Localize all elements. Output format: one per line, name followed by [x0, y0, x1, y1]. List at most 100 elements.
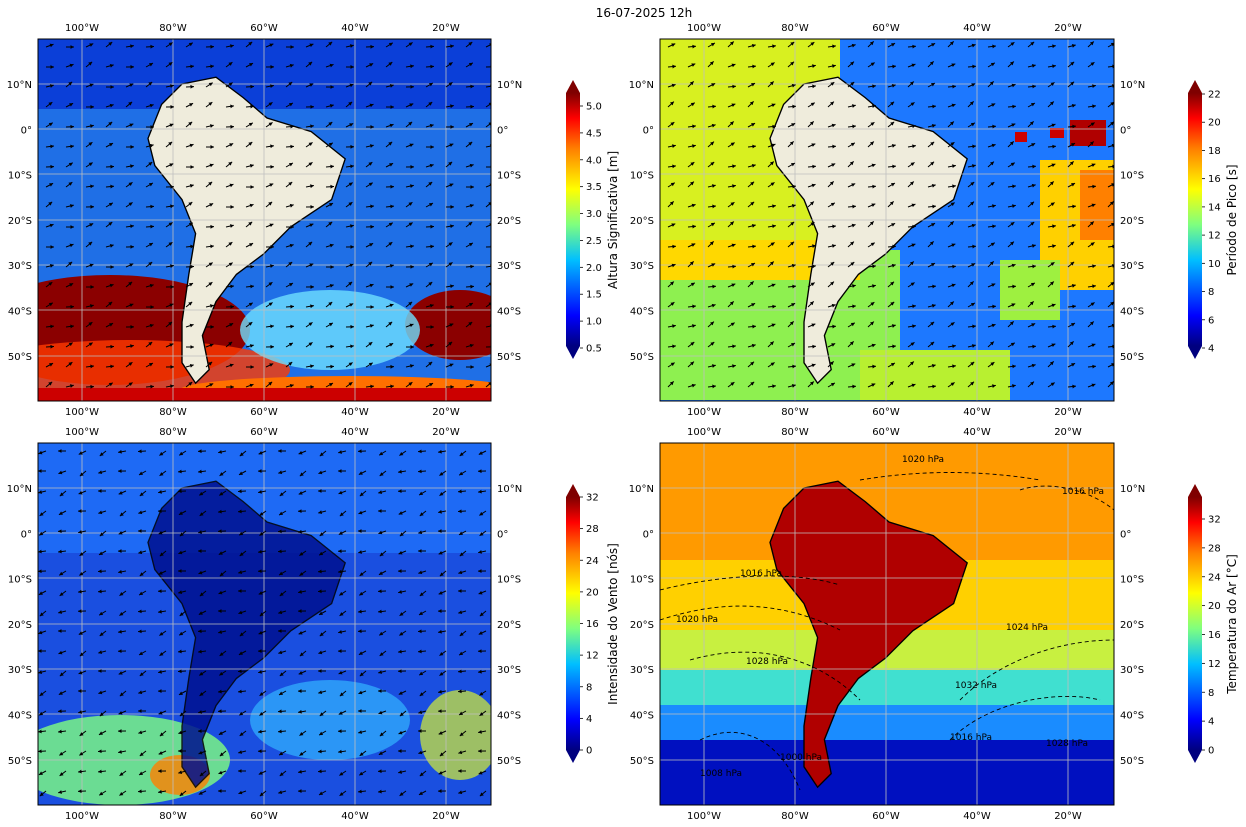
direction-arrow-head [710, 342, 715, 346]
direction-arrow-head [158, 589, 162, 594]
direction-arrow-head [49, 363, 54, 367]
colorbar-peak-period: Período de Pico [s] 4 6 8 10 12 14 16 18 20 22 [1188, 80, 1239, 359]
direction-arrow-head [850, 142, 855, 147]
direction-arrow-head [148, 243, 153, 247]
direction-arrow-head [378, 530, 383, 535]
direction-arrow-head [78, 589, 82, 594]
direction-arrow-head [458, 610, 463, 615]
contour-label: 1016 hPa [950, 733, 992, 743]
direction-arrow-head [159, 631, 164, 636]
direction-arrow-head [198, 611, 203, 615]
direction-arrow-head [198, 649, 202, 654]
direction-arrow-head [1009, 141, 1014, 146]
direction-arrow-head [150, 204, 154, 209]
direction-arrow-head [690, 162, 695, 166]
direction-arrow-head [429, 123, 434, 128]
colorbar-tick-label: 32 [586, 493, 599, 504]
lat-tick-label: 10°S [630, 171, 654, 182]
direction-arrow-head [289, 203, 294, 208]
direction-arrow-head [179, 451, 184, 456]
direction-arrow-head [199, 772, 204, 777]
direction-arrow-head [1111, 183, 1114, 187]
direction-arrow-head [229, 143, 234, 147]
direction-arrow-head [279, 772, 284, 776]
direction-arrow-head [290, 124, 294, 129]
direction-arrow-head [789, 321, 794, 326]
direction-arrow-head [298, 491, 303, 495]
direction-arrow-head [1069, 161, 1074, 166]
lon-tick-label: 100°W [687, 407, 721, 418]
direction-arrow-head [1072, 304, 1076, 309]
direction-arrow-head [851, 223, 856, 228]
direction-arrow-head [299, 732, 304, 736]
direction-arrow-head [912, 304, 916, 309]
direction-arrow-head [388, 42, 393, 47]
direction-arrow-head [970, 201, 974, 206]
direction-arrow-head [259, 711, 264, 716]
lon-tick-label: 80°W [781, 427, 809, 438]
direction-arrow-head [129, 83, 134, 87]
direction-arrow-head [158, 490, 162, 494]
direction-arrow-head [129, 263, 134, 267]
direction-arrow-head [350, 344, 354, 349]
direction-arrow-head [830, 262, 835, 266]
direction-arrow-head [279, 511, 284, 516]
direction-arrow-head [990, 182, 995, 186]
direction-arrow-head [990, 62, 995, 67]
direction-arrow-head [248, 302, 253, 307]
colorbar-tick-label: 18 [1208, 146, 1221, 157]
direction-arrow-head [669, 201, 674, 206]
direction-arrow-head [408, 301, 413, 306]
direction-arrow-head [458, 689, 462, 694]
direction-arrow-head [750, 361, 755, 366]
lat-tick-label: 10°S [1120, 575, 1144, 586]
direction-arrow-head [809, 121, 814, 126]
direction-arrow-head [338, 569, 342, 574]
lat-tick-label: 20°S [8, 620, 32, 631]
direction-arrow-head [99, 611, 104, 616]
direction-arrow-head [178, 730, 183, 735]
lat-tick-label: 40°S [8, 307, 32, 318]
direction-arrow-head [438, 551, 443, 555]
direction-arrow-head [1052, 224, 1056, 229]
direction-arrow-head [358, 550, 363, 554]
direction-arrow-head [671, 83, 676, 88]
lat-tick-label: 10°N [629, 80, 654, 91]
direction-arrow-head [409, 143, 414, 148]
colorbar-tick-label: 0 [586, 746, 592, 757]
direction-arrow-head [772, 204, 776, 209]
direction-arrow-head [419, 611, 424, 615]
direction-arrow-head [769, 341, 774, 346]
direction-arrow-head [1110, 102, 1114, 106]
axis-tick-labels: 100°W 100°W 80°W 80°W 60°W 60°W 40°W 40°W 20°W 20… [7, 23, 1145, 822]
direction-arrow-head [68, 342, 73, 347]
direction-arrow-head [188, 382, 193, 386]
direction-arrow-head [791, 123, 796, 127]
direction-arrow-head [370, 384, 374, 389]
direction-arrow-head [209, 124, 214, 128]
direction-arrow-head [399, 631, 404, 636]
direction-arrow-head [478, 590, 483, 595]
direction-arrow-head [869, 321, 874, 326]
lat-tick-label: 50°S [497, 756, 521, 767]
direction-arrow-head [872, 364, 876, 369]
direction-arrow-head [410, 244, 414, 249]
direction-arrow-head [468, 321, 473, 326]
direction-arrow-head [218, 630, 223, 634]
direction-arrow-head [250, 185, 254, 189]
direction-arrow-head [1110, 301, 1114, 306]
direction-arrow-head [269, 223, 274, 228]
direction-arrow-head [39, 792, 44, 797]
direction-arrow-head [691, 243, 696, 247]
direction-arrow-head [1012, 364, 1016, 369]
direction-arrow-head [258, 450, 263, 455]
direction-arrow-head [769, 161, 774, 166]
direction-arrow-head [792, 284, 796, 289]
direction-arrow-head [199, 592, 204, 597]
lat-tick-label: 10°S [1120, 171, 1144, 182]
direction-arrow-head [228, 262, 233, 267]
direction-arrow-head [288, 102, 293, 107]
lat-tick-label: 30°S [8, 261, 32, 272]
direction-arrow-head [258, 670, 262, 674]
direction-arrow-head [288, 81, 293, 86]
